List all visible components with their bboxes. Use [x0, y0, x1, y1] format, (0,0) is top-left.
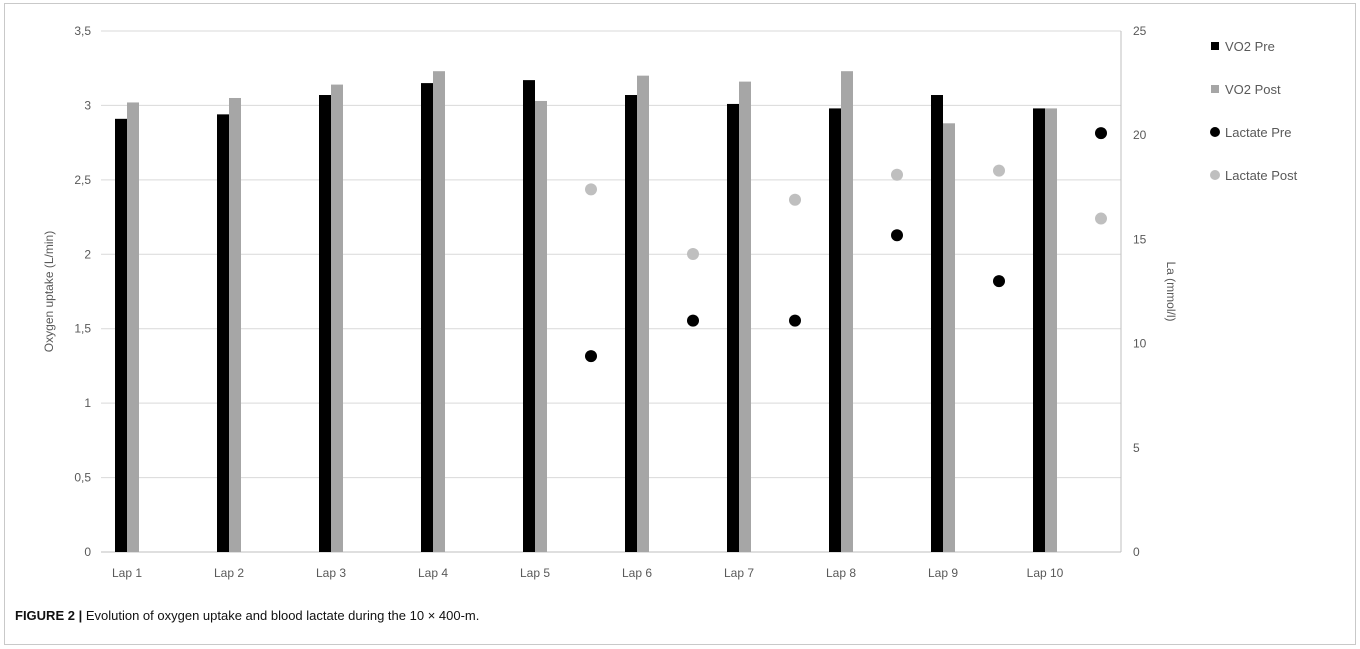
x-tick-label: Lap 5 [520, 566, 550, 580]
y2-tick-label: 20 [1133, 128, 1147, 142]
bar-vo2-pre [523, 80, 535, 552]
y-tick-label: 0,5 [74, 471, 91, 485]
y-axis-title: Oxygen uptake (L/min) [42, 231, 56, 352]
bar-vo2-pre [1033, 108, 1045, 553]
x-tick-label: Lap 3 [316, 566, 346, 580]
point-lactate-pre [585, 350, 597, 363]
y-tick-label: 1 [84, 396, 91, 410]
legend-marker-lactate-post [1210, 170, 1220, 180]
chart: 0 0,5 1 1,5 2 2,5 3 3,5 0 5 10 15 20 25 Lap 1 Lap 2 Lap … [42, 24, 1298, 580]
x-tick-label: Lap 2 [214, 566, 244, 580]
bar-vo2-post [433, 71, 445, 552]
point-lactate-post [891, 168, 903, 181]
y-tick-label: 3 [84, 98, 91, 112]
caption-text: Evolution of oxygen uptake and blood lac… [85, 608, 480, 623]
point-lactate-post [993, 164, 1005, 177]
bar-vo2-post [943, 123, 955, 552]
legend-label-lactate-post: Lactate Post [1225, 168, 1298, 183]
y2-tick-label: 15 [1133, 232, 1147, 246]
legend-label-vo2-pre: VO2 Pre [1225, 39, 1275, 54]
point-lactate-pre [993, 275, 1005, 288]
point-lactate-post [789, 193, 801, 206]
caption-label: FIGURE 2 | [15, 608, 83, 623]
bar-vo2-pre [319, 95, 331, 552]
bar-vo2-post [637, 75, 649, 553]
y2-tick-label: 0 [1133, 545, 1140, 559]
x-tick-label: Lap 9 [928, 566, 958, 580]
point-lactate-post [585, 183, 597, 196]
bar-vo2-post [229, 97, 241, 552]
point-lactate-pre [789, 314, 801, 327]
x-tick-label: Lap 8 [826, 566, 856, 580]
y-tick-label: 2,5 [74, 173, 91, 187]
x-tick-label: Lap 6 [622, 566, 652, 580]
legend-marker-lactate-pre [1210, 127, 1220, 137]
bar-vo2-post [127, 102, 139, 553]
point-lactate-pre [891, 229, 903, 242]
legend-label-vo2-post: VO2 Post [1225, 82, 1281, 97]
legend-swatch-vo2-post [1211, 85, 1219, 93]
y2-tick-label: 5 [1133, 441, 1140, 455]
bar-vo2-pre [115, 118, 127, 552]
bar-vo2-post [1045, 108, 1057, 553]
y2-axis-title: La (mmol/l) [1164, 261, 1178, 321]
point-lactate-post [1095, 212, 1107, 225]
x-tick-label: Lap 10 [1027, 566, 1064, 580]
bar-vo2-pre [625, 95, 637, 552]
point-lactate-pre [687, 314, 699, 327]
point-lactate-post [687, 247, 699, 260]
x-tick-label: Lap 1 [112, 566, 142, 580]
bar-vo2-post [331, 84, 343, 553]
bar-vo2-pre [931, 95, 943, 552]
y-tick-label: 2 [84, 247, 91, 261]
bar-vo2-pre [217, 114, 229, 553]
y-tick-label: 1,5 [74, 322, 91, 336]
point-lactate-pre [1095, 127, 1107, 140]
bar-vo2-post [841, 71, 853, 552]
figure-caption: FIGURE 2 | Evolution of oxygen uptake an… [15, 608, 479, 623]
bar-vo2-post [739, 81, 751, 553]
bar-vo2-pre [421, 83, 433, 552]
legend-label-lactate-pre: Lactate Pre [1225, 125, 1292, 140]
x-tick-label: Lap 4 [418, 566, 448, 580]
y2-tick-label: 25 [1133, 24, 1147, 38]
bar-vo2-pre [829, 108, 841, 553]
y-tick-label: 0 [84, 545, 91, 559]
x-tick-label: Lap 7 [724, 566, 754, 580]
legend-swatch-vo2-pre [1211, 42, 1219, 50]
bar-vo2-pre [727, 103, 739, 552]
figure-frame: 0 0,5 1 1,5 2 2,5 3 3,5 0 5 10 15 20 25 Lap 1 Lap 2 Lap … [4, 3, 1356, 645]
y2-tick-label: 10 [1133, 337, 1147, 351]
y-tick-label: 3,5 [74, 24, 91, 38]
bar-vo2-post [535, 100, 547, 552]
